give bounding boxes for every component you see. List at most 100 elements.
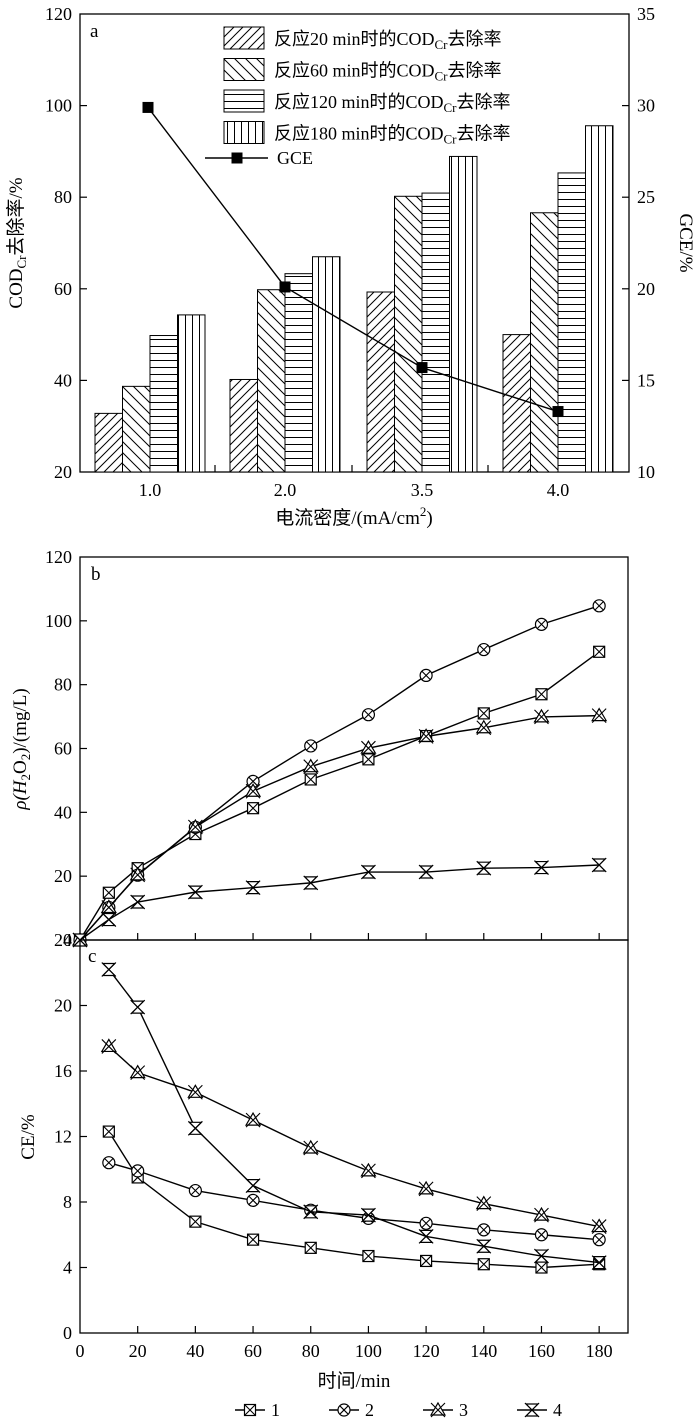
y-tick-label: 100: [45, 96, 72, 116]
data-point: [245, 1111, 262, 1128]
bar: [257, 289, 286, 473]
legend-marker: [337, 1403, 351, 1417]
data-point: [101, 912, 117, 927]
y2-tick-label: 10: [637, 462, 655, 482]
data-point: [246, 1233, 260, 1246]
bar: [284, 273, 313, 473]
panel-c-x-axis-label: 时间/min: [318, 1370, 391, 1392]
series-line: [108, 1131, 600, 1269]
y2-tick-label: 35: [637, 4, 655, 24]
panel-a-left-axis: 20 40 60 80 100 120: [45, 4, 87, 482]
x-tick-label: 2.0: [274, 480, 297, 500]
bar: [177, 314, 206, 473]
y-tick-label: 80: [54, 187, 72, 207]
data-point: [189, 1215, 202, 1228]
data-point: [360, 1162, 377, 1179]
data-point: [304, 1241, 317, 1254]
legend-label: 反应180 min时的CODCr去除率: [274, 124, 511, 147]
y-tick-label: 8: [63, 1192, 72, 1212]
data-point: [534, 860, 549, 875]
panel-b-x-axis: [137, 933, 600, 940]
data-point: [535, 1261, 548, 1274]
x-tick-label: 3.5: [411, 480, 434, 500]
series-4: [101, 962, 607, 1270]
series-2: [73, 599, 606, 947]
x-tick-label: 180: [586, 1341, 613, 1361]
y2-tick-label: 25: [637, 187, 655, 207]
data-point: [102, 1125, 115, 1138]
panel-a-letter: a: [90, 21, 99, 42]
data-point: [535, 688, 548, 701]
data-point: [591, 857, 607, 873]
data-point: [477, 1258, 490, 1271]
data-point: [130, 894, 146, 910]
data-point: [245, 783, 262, 799]
gce-point: [279, 281, 291, 293]
y-tick-label: 0: [63, 1323, 72, 1343]
x-tick-label: 100: [355, 1341, 382, 1361]
data-point: [419, 668, 433, 683]
data-point: [187, 884, 203, 900]
data-point: [131, 1164, 145, 1178]
panel-b-frame: [79, 556, 629, 941]
series-line: [108, 1162, 600, 1241]
data-point: [129, 1064, 146, 1081]
bar: [122, 385, 151, 473]
data-point: [187, 818, 204, 835]
data-point: [534, 617, 549, 631]
data-point: [476, 1238, 492, 1254]
panel-a-bars: [94, 125, 614, 473]
gce-point: [416, 362, 428, 374]
data-point: [187, 1120, 203, 1136]
series-line: [79, 651, 600, 941]
y-tick-label: 0: [63, 930, 72, 950]
data-point: [245, 1178, 261, 1194]
gce-point: [142, 101, 154, 113]
data-point: [592, 599, 606, 613]
data-point: [304, 773, 317, 786]
x-tick-label: 1.0: [139, 480, 162, 500]
data-point: [477, 707, 490, 720]
series-3: [100, 1038, 608, 1234]
bar: [557, 172, 586, 473]
y-tick-label: 120: [45, 547, 72, 567]
legend-label: 反应60 min时的CODCr去除率: [274, 61, 502, 84]
panel-c-x-axis: 0 20 40 60 80 100 120 140 160 180: [76, 1326, 613, 1361]
data-point: [591, 1255, 607, 1270]
data-point: [477, 642, 491, 657]
legend-label: 3: [459, 1400, 468, 1420]
data-point: [100, 899, 117, 915]
y-tick-label: 20: [54, 866, 72, 886]
panel-a: a 20 40 60 80 100 120 10 15 20 25 30 35 1.0 2.0 3.5 4…: [5, 4, 696, 529]
series-line: [108, 969, 600, 1264]
data-point: [362, 753, 375, 766]
data-point: [418, 728, 435, 744]
y-tick-label: 20: [54, 462, 72, 482]
y2-tick-label: 20: [637, 279, 655, 299]
data-point: [361, 708, 376, 722]
panel-c-letter: c: [88, 946, 96, 967]
y2-tick-label: 30: [637, 96, 655, 116]
data-point: [475, 719, 492, 736]
data-point: [129, 866, 146, 883]
y-tick-label: 120: [45, 4, 72, 24]
panel-a-frame: [79, 13, 630, 473]
y-tick-label: 16: [54, 1061, 72, 1081]
data-point: [101, 962, 117, 977]
legend-swatch: [223, 58, 265, 81]
y-tick-label: 20: [54, 996, 72, 1016]
legend-label: 反应20 min时的CODCr去除率: [274, 29, 502, 52]
data-point: [420, 1254, 433, 1268]
x-tick-label: 80: [302, 1341, 320, 1361]
data-point: [187, 1084, 204, 1100]
data-point: [360, 864, 376, 880]
panel-c-series: [100, 962, 608, 1274]
y-tick-label: 100: [45, 611, 72, 631]
gce-series-line: [147, 107, 559, 413]
data-point: [130, 999, 146, 1015]
y-tick-label: 60: [54, 739, 72, 759]
panel-b: b 0 20 40 60 80 100 120 ρ(H2O2)/(mg/L): [10, 547, 629, 950]
